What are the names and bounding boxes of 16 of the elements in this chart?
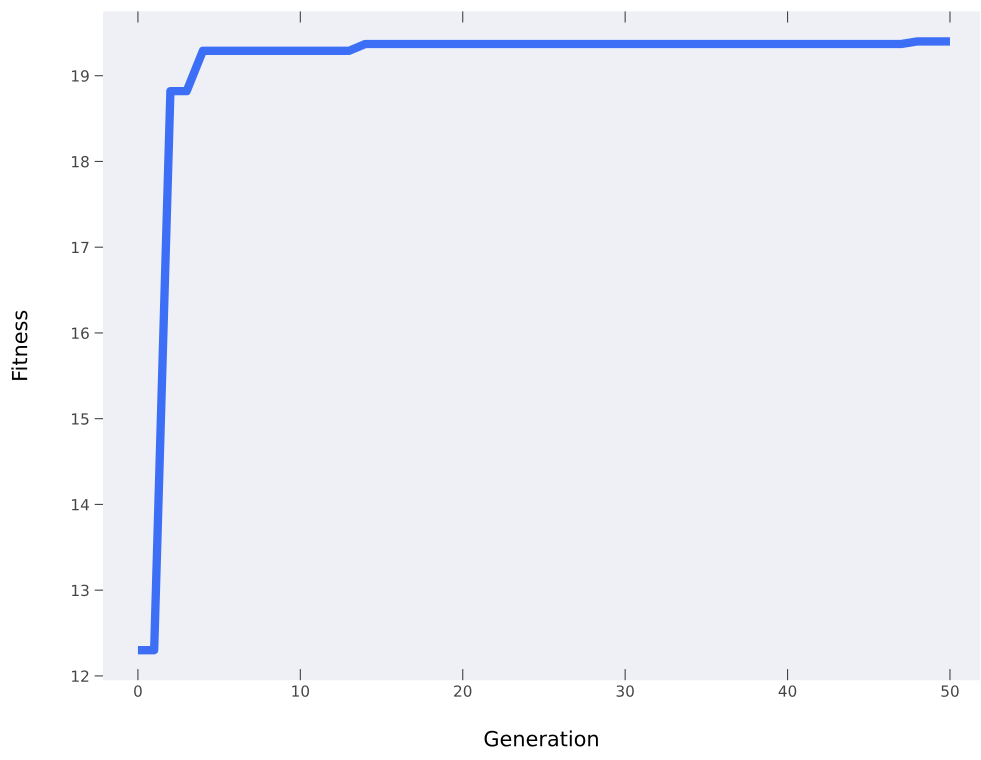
- x-tick-label: 40: [778, 685, 796, 697]
- y-tick-label: 17: [72, 242, 89, 253]
- x-tick-label: 20: [454, 685, 472, 697]
- x-axis-title: Generation: [484, 730, 598, 747]
- y-tick-label: 14: [72, 499, 89, 510]
- x-tick-label: 30: [616, 685, 634, 697]
- y-tick-label: 16: [72, 327, 89, 339]
- y-tick-label: 15: [72, 413, 88, 425]
- y-tick-label: 19: [72, 70, 89, 82]
- x-tick-label: 50: [941, 685, 959, 697]
- y-axis-title: Fitness: [11, 310, 28, 380]
- y-tick-label: 18: [72, 156, 89, 168]
- y-tick-label: 13: [72, 584, 89, 596]
- y-tick-label: 12: [72, 670, 88, 682]
- x-tick-label: 0: [134, 685, 142, 697]
- x-tick-label: 10: [292, 685, 310, 697]
